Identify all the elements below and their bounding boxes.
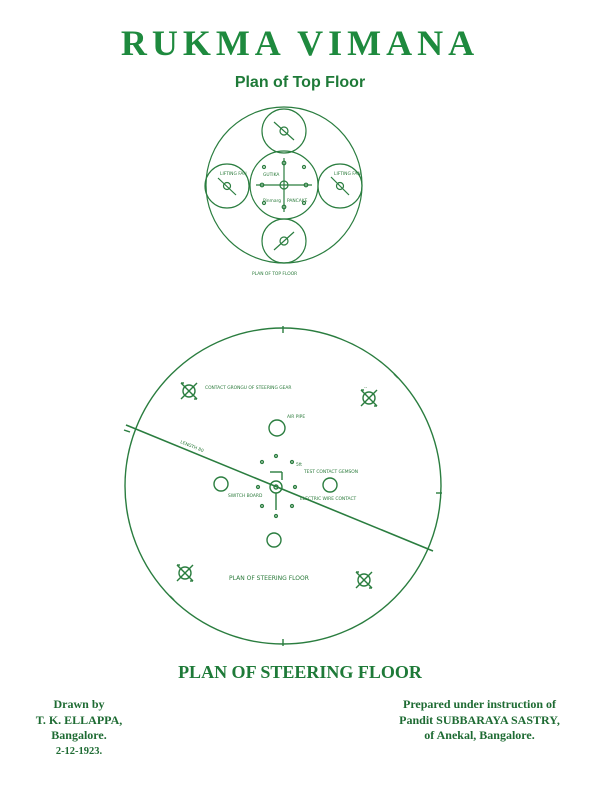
fan-left (204, 163, 250, 209)
credit-line: of Anekal, Bangalore. (424, 728, 535, 742)
steering-floor-plan (123, 326, 442, 646)
steering-length-line (125, 424, 434, 552)
credit-line: T. K. ELLAPPA, (35, 712, 123, 727)
top-center-lower-label: PANCAKE (287, 198, 308, 204)
page-subtitle: Plan of Top Floor (234, 74, 366, 91)
label-contact: TEST CONTACT GEMSON (303, 469, 358, 475)
drawn-by-credit: Drawn by T. K. ELLAPPA, Bangalore. 2-12-… (24, 697, 134, 759)
credit-line: 2-12-1923. (55, 745, 103, 757)
credit-line: Pandit SUBBARAYA SASTRY, (399, 712, 560, 727)
section-title: PLAN OF STEERING FLOOR (178, 662, 422, 682)
gear-symbol-tl (180, 382, 198, 400)
fan-right-label: LIFTING FAN (334, 171, 361, 177)
label-switch-board: SWITCH BOARD (228, 493, 263, 499)
label-5ft: 5ft (296, 462, 302, 468)
steering-floor-caption: PLAN OF STEERING FLOOR (229, 575, 309, 582)
top-center-label: GUTIKA (263, 172, 279, 178)
gear-symbol-tr (360, 389, 378, 407)
left-circle (213, 476, 229, 492)
credit-line: Drawn by (53, 697, 105, 711)
steering-outer-circle (124, 327, 442, 645)
fan-top (261, 108, 307, 154)
fan-left-label: LIFTING FAN (220, 171, 247, 177)
label-small-tr: -- (364, 386, 368, 391)
gear-symbol-br (355, 571, 373, 589)
credit-line: Prepared under instruction of (402, 697, 556, 711)
lower-circle (266, 532, 282, 548)
steering-floor-labels: CONTACT GRONGU OF STEERING GEAR AIR PIPE… (179, 385, 367, 582)
right-circle (322, 477, 338, 493)
label-contact-gear: CONTACT GRONGU OF STEERING GEAR (205, 385, 291, 391)
prepared-by-credit: Prepared under instruction of Pandit SUB… (372, 697, 587, 744)
air-pipe-circle (268, 419, 286, 437)
top-floor-plan (204, 106, 363, 264)
label-electric-wire: ELECTRIC WIRE CONTACT (300, 496, 357, 502)
gear-symbol-bl (176, 564, 194, 582)
top-floor-labels: GUTIKA PANCAKE Pinmarg LIFTING FAN LIFTI… (220, 171, 361, 277)
credit-line: Bangalore. (51, 728, 107, 742)
fan-bottom (261, 218, 307, 264)
top-center-left-small: Pinmarg (263, 198, 281, 204)
top-floor-caption: PLAN OF TOP FLOOR (252, 271, 297, 277)
page-title: RUKMA VIMANA (120, 23, 480, 63)
label-air-pipe: AIR PIPE (287, 414, 305, 420)
fan-right (317, 163, 363, 209)
